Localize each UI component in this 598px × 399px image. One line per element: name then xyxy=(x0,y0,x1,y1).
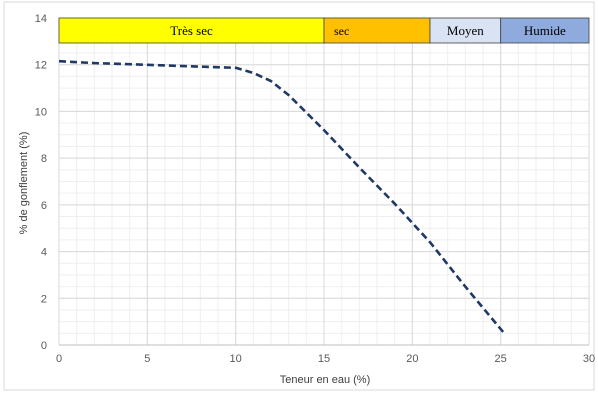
y-tick-label: 10 xyxy=(35,106,47,118)
series-layer xyxy=(58,59,506,335)
y-tick-label: 2 xyxy=(41,293,47,305)
band-label: Moyen xyxy=(447,23,484,38)
x-tick-label: 10 xyxy=(230,353,242,365)
y-axis-label: % de gonflement (%) xyxy=(18,132,30,235)
y-tick-label: 4 xyxy=(41,247,47,259)
x-axis-label: Teneur en eau (%) xyxy=(280,374,371,386)
x-tick-label: 30 xyxy=(583,353,595,365)
x-tick-label: 25 xyxy=(495,353,507,365)
x-tick-label: 20 xyxy=(406,353,418,365)
band-label: Humide xyxy=(524,23,566,38)
band-3 xyxy=(429,17,502,44)
moisture-bands: Très sec sec Moyen Humide xyxy=(58,17,590,44)
y-tick-label: 6 xyxy=(41,200,47,212)
y-axis-ticks: 0 2 4 6 8 10 12 14 xyxy=(35,13,47,352)
y-tick-label: 8 xyxy=(41,153,47,165)
x-tick-label: 0 xyxy=(56,353,62,365)
x-axis-ticks: 0 5 10 15 20 25 30 xyxy=(56,353,595,365)
band-2 xyxy=(323,17,431,44)
y-tick-label: 0 xyxy=(41,340,47,352)
band-label: Très sec xyxy=(170,23,213,38)
band-label: sec xyxy=(334,24,349,38)
chart-frame xyxy=(3,1,595,391)
band-4 xyxy=(500,17,590,44)
y-tick-label: 12 xyxy=(35,60,47,72)
series-line-1 xyxy=(58,59,506,335)
band-1 xyxy=(58,17,325,44)
x-tick-label: 15 xyxy=(318,353,330,365)
x-tick-label: 5 xyxy=(144,353,150,365)
y-tick-label: 14 xyxy=(35,13,47,25)
